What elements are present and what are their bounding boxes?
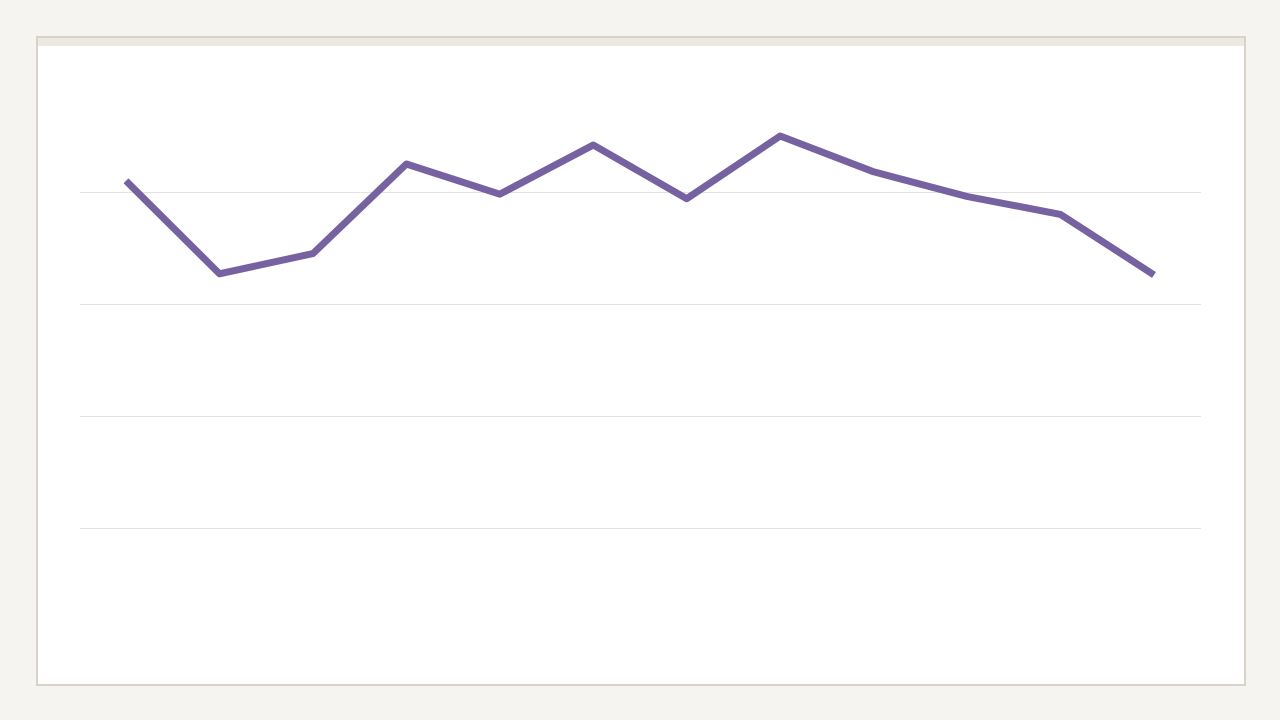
series-layer <box>123 132 1156 278</box>
gridlines <box>80 192 1201 529</box>
series-line-0 <box>123 132 1156 278</box>
card-top-band <box>38 38 1244 46</box>
chart-card <box>36 36 1246 686</box>
